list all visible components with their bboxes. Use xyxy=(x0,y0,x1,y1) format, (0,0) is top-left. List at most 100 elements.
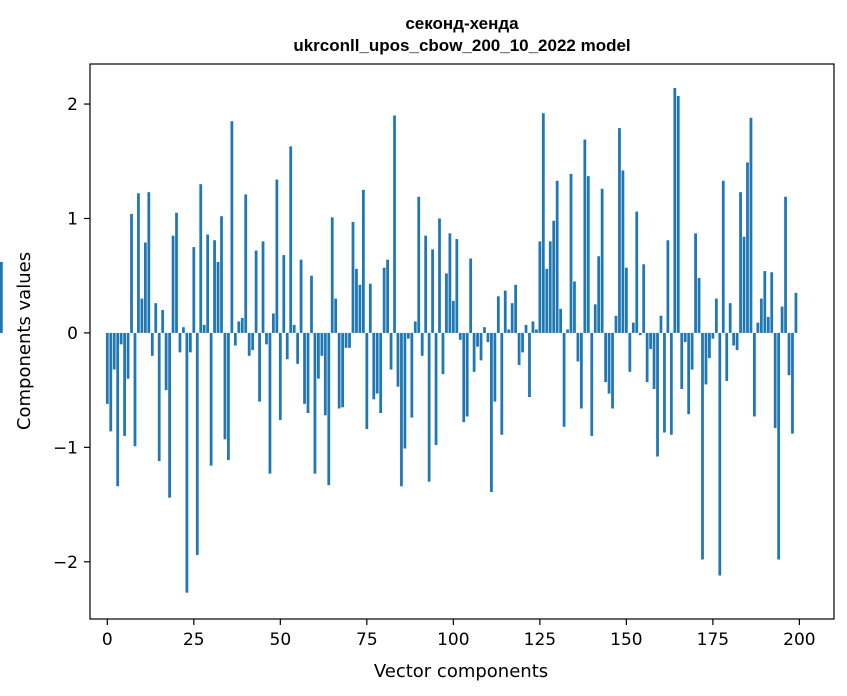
bar xyxy=(147,192,151,333)
bar xyxy=(725,332,729,381)
bar xyxy=(479,332,483,361)
bar xyxy=(337,332,341,409)
bar xyxy=(576,332,580,362)
bar xyxy=(382,267,386,333)
bar xyxy=(161,310,165,333)
bar xyxy=(0,261,3,333)
bar xyxy=(669,332,673,435)
bar xyxy=(766,316,770,333)
bar xyxy=(600,188,604,333)
bar xyxy=(368,283,372,333)
bar xyxy=(794,292,798,333)
bar xyxy=(123,332,126,436)
bar xyxy=(396,332,400,387)
bar xyxy=(687,332,691,415)
bar xyxy=(611,332,614,409)
bar xyxy=(746,162,749,333)
bar xyxy=(711,332,715,339)
bars-layer xyxy=(0,88,798,593)
bar xyxy=(261,241,265,333)
x-axis-ticks: 0 25 50 75 100 125 150 175 200 xyxy=(102,619,816,650)
bar xyxy=(455,239,459,333)
bar xyxy=(341,332,344,408)
bar xyxy=(780,306,784,333)
bar xyxy=(621,170,625,333)
bar xyxy=(510,303,514,333)
bar xyxy=(441,332,445,375)
bar xyxy=(213,240,216,333)
bar xyxy=(618,128,621,333)
bar xyxy=(365,332,369,430)
bar xyxy=(569,173,573,333)
bar xyxy=(282,255,286,333)
bar xyxy=(562,332,566,427)
bar xyxy=(251,332,255,351)
bar xyxy=(604,332,607,383)
x-tick-label: 25 xyxy=(183,630,205,650)
bar xyxy=(735,332,739,351)
bar xyxy=(112,332,116,370)
bar xyxy=(652,332,656,389)
bar xyxy=(230,121,234,333)
bar xyxy=(773,332,777,428)
bar xyxy=(714,298,718,333)
bar xyxy=(227,332,230,460)
bar xyxy=(265,332,268,345)
bar xyxy=(199,184,203,333)
bar xyxy=(524,324,528,333)
bar xyxy=(143,242,147,333)
bar xyxy=(586,176,590,333)
bar xyxy=(559,308,563,333)
bar xyxy=(140,298,144,333)
bar xyxy=(708,332,711,359)
bar xyxy=(749,117,753,333)
bar xyxy=(728,303,732,333)
bar xyxy=(791,332,794,434)
bar xyxy=(157,332,161,462)
bar xyxy=(531,321,535,333)
bar xyxy=(548,241,552,333)
bar xyxy=(330,217,334,333)
bar xyxy=(358,284,362,333)
bar xyxy=(296,332,300,364)
bar xyxy=(462,332,466,423)
bar xyxy=(105,332,109,404)
bar xyxy=(334,298,338,333)
bar xyxy=(465,332,469,417)
bar xyxy=(289,146,293,333)
bar xyxy=(424,235,428,333)
x-axis-label: Vector components xyxy=(374,661,548,682)
bar xyxy=(718,332,722,576)
bar xyxy=(624,267,628,333)
bar xyxy=(164,332,168,391)
bar xyxy=(185,332,189,593)
bar xyxy=(777,332,781,560)
bar xyxy=(507,329,511,333)
bar xyxy=(697,277,701,333)
bar xyxy=(496,296,500,333)
bar xyxy=(178,332,182,353)
bar xyxy=(593,304,597,333)
bar xyxy=(247,332,251,356)
chart-title-line1: секонд-хенда xyxy=(405,14,519,33)
bar xyxy=(237,321,241,333)
bar xyxy=(202,324,206,333)
bar xyxy=(434,332,438,446)
bar xyxy=(275,179,279,333)
bar xyxy=(303,332,306,404)
bar xyxy=(500,332,504,435)
bar xyxy=(580,332,583,409)
bar xyxy=(195,332,199,555)
bar xyxy=(126,332,130,379)
bar xyxy=(313,332,317,474)
bar xyxy=(133,332,137,447)
bar xyxy=(150,332,154,356)
bar xyxy=(663,332,666,433)
y-axis-label: Components values xyxy=(14,252,35,430)
bar xyxy=(403,332,407,449)
bar xyxy=(355,268,358,333)
y-axis-ticks: −2 −1 0 1 2 xyxy=(53,95,90,573)
bar xyxy=(673,88,677,333)
bar xyxy=(379,332,383,414)
